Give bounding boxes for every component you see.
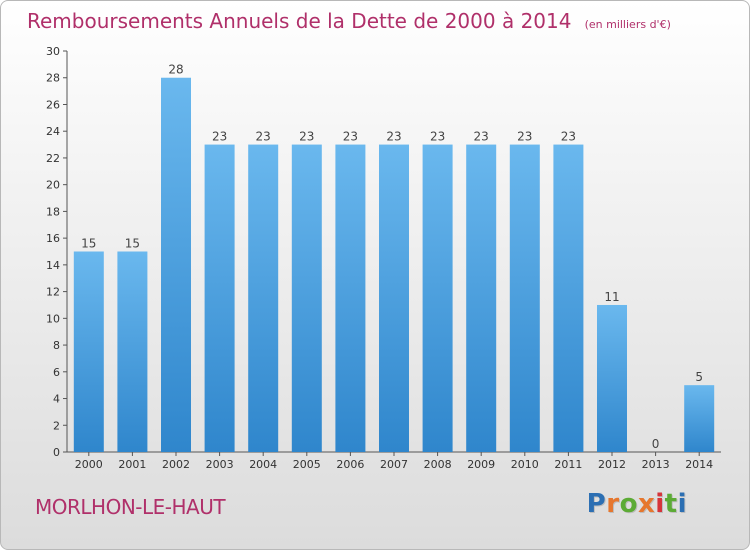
y-tick-label: 14 [46,259,60,272]
data-label-2008: 23 [430,130,445,144]
y-tick-label: 30 [46,45,60,58]
commune-name: MORLHON-LE-HAUT [35,495,226,519]
y-tick-label: 18 [46,205,60,218]
x-tick-label: 2008 [424,458,452,471]
data-label-2010: 23 [517,130,532,144]
y-tick-label: 10 [46,312,60,325]
x-tick-label: 2004 [249,458,277,471]
data-label-2001: 15 [125,237,140,251]
bar-2009 [466,144,497,453]
logo-letter: i [677,489,687,519]
x-tick-label: 2010 [511,458,539,471]
proxiti-logo: Proxiti [587,489,687,519]
y-tick-label: 0 [53,446,60,459]
data-label-2012: 11 [604,290,619,304]
x-tick-label: 2007 [380,458,408,471]
y-tick-label: 28 [46,72,60,85]
x-tick-label: 2003 [206,458,234,471]
y-tick-label: 2 [53,419,60,432]
chart-bars [73,77,715,453]
bar-2011 [553,144,584,453]
y-tick-label: 26 [46,98,60,111]
y-tick-label: 4 [53,393,60,406]
data-label-2000: 15 [81,237,96,251]
x-tick-label: 2001 [118,458,146,471]
bar-2006 [335,144,366,453]
x-tick-label: 2012 [598,458,626,471]
data-label-2007: 23 [386,130,401,144]
logo-letter: i [655,489,665,519]
data-label-2011: 23 [561,130,576,144]
y-tick-label: 20 [46,179,60,192]
bar-2000 [73,251,104,452]
bar-2010 [509,144,540,453]
x-tick-label: 2013 [642,458,670,471]
y-tick-label: 8 [53,339,60,352]
chart-data-labels: 15 15 28 23 23 23 23 23 23 23 23 23 11 0 5 [81,63,703,451]
bar-2003 [204,144,235,453]
chart-title: Remboursements Annuels de la Dette de 20… [27,9,572,33]
logo-letter: o [619,489,638,519]
y-tick-label: 6 [53,366,60,379]
bar-2002 [161,77,191,452]
x-tick-label: 2002 [162,458,190,471]
bar-2004 [248,144,279,453]
bar-2001 [117,251,148,452]
bar-2007 [379,144,409,453]
x-tick-label: 2014 [685,458,713,471]
data-label-2009: 23 [474,130,489,144]
x-tick-label: 2005 [293,458,321,471]
data-label-2006: 23 [343,130,358,144]
bar-2008 [422,144,453,453]
logo-letter: P [586,489,607,519]
y-tick-label: 16 [46,232,60,245]
data-label-2013: 0 [652,437,660,451]
x-tick-label: 2009 [467,458,495,471]
x-tick-label: 2006 [336,458,364,471]
y-tick-label: 24 [46,125,60,138]
y-tick-label: 12 [46,286,60,299]
logo-letter: r [606,489,620,519]
data-label-2005: 23 [299,130,314,144]
bar-2012 [597,304,627,452]
x-tick-label: 2000 [75,458,103,471]
y-tick-label: 22 [46,152,60,165]
bar-2005 [291,144,322,453]
x-tick-label: 2011 [554,458,582,471]
data-label-2002: 28 [168,63,183,77]
data-label-2003: 23 [212,130,227,144]
chart-subtitle: (en milliers d'€) [584,18,671,31]
data-label-2004: 23 [256,130,271,144]
logo-letter: t [664,489,678,519]
chart-header: Remboursements Annuels de la Dette de 20… [27,9,671,33]
bar-2014 [684,385,715,452]
logo-letter: x [637,489,656,519]
data-label-2014: 5 [695,370,703,384]
